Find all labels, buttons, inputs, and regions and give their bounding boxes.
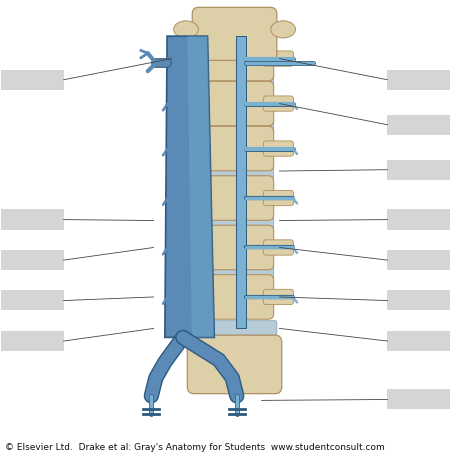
FancyBboxPatch shape <box>176 240 206 255</box>
Bar <box>387 290 450 310</box>
Bar <box>387 250 450 270</box>
Ellipse shape <box>173 21 198 38</box>
Polygon shape <box>237 36 246 329</box>
FancyBboxPatch shape <box>192 7 277 61</box>
FancyBboxPatch shape <box>195 81 273 126</box>
FancyBboxPatch shape <box>195 119 273 133</box>
Polygon shape <box>187 36 214 337</box>
FancyBboxPatch shape <box>176 190 206 206</box>
FancyBboxPatch shape <box>264 190 293 206</box>
Bar <box>387 70 450 90</box>
FancyBboxPatch shape <box>176 289 206 305</box>
FancyBboxPatch shape <box>195 74 273 88</box>
Bar <box>0 290 64 310</box>
FancyBboxPatch shape <box>195 176 273 220</box>
FancyBboxPatch shape <box>264 289 293 305</box>
Text: © Elsevier Ltd.  Drake et al: Gray's Anatomy for Students  www.studentconsult.co: © Elsevier Ltd. Drake et al: Gray's Anat… <box>5 443 385 452</box>
FancyBboxPatch shape <box>176 96 206 111</box>
Bar <box>387 330 450 351</box>
FancyBboxPatch shape <box>195 166 273 180</box>
FancyBboxPatch shape <box>197 41 273 55</box>
FancyBboxPatch shape <box>264 96 293 111</box>
FancyBboxPatch shape <box>195 126 273 171</box>
FancyBboxPatch shape <box>195 36 273 81</box>
FancyBboxPatch shape <box>192 321 277 335</box>
Bar <box>0 209 64 230</box>
Polygon shape <box>165 36 214 337</box>
FancyBboxPatch shape <box>195 225 273 270</box>
FancyBboxPatch shape <box>264 141 293 156</box>
Bar <box>0 250 64 270</box>
FancyBboxPatch shape <box>176 51 206 66</box>
Bar <box>387 209 450 230</box>
Bar <box>0 70 64 90</box>
Ellipse shape <box>271 21 295 38</box>
FancyBboxPatch shape <box>264 51 293 66</box>
FancyBboxPatch shape <box>195 274 273 319</box>
Bar <box>0 330 64 351</box>
Bar <box>387 115 450 135</box>
Bar <box>387 389 450 409</box>
FancyBboxPatch shape <box>195 265 273 280</box>
FancyBboxPatch shape <box>195 216 273 230</box>
Bar <box>387 160 450 180</box>
FancyBboxPatch shape <box>176 141 206 156</box>
FancyBboxPatch shape <box>264 240 293 255</box>
FancyBboxPatch shape <box>187 335 282 394</box>
